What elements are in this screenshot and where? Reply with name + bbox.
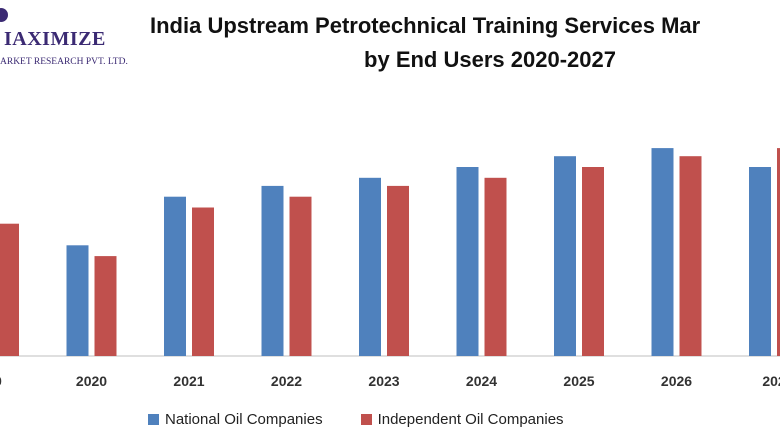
x-tick-label: 2024: [466, 373, 497, 389]
x-tick-label: 2023: [368, 373, 399, 389]
bar-independent-2023: [387, 185, 409, 356]
bar-independent-2024: [484, 177, 507, 356]
chart-title: India Upstream Petrotechnical Training S…: [150, 13, 701, 38]
bar-national-2025: [554, 156, 576, 356]
x-tick-label: 2025: [563, 373, 594, 389]
legend-swatch: [360, 413, 372, 425]
bar-national-2023: [359, 177, 381, 356]
logo-subtitle: ARKET RESEARCH PVT. LTD.: [0, 57, 128, 67]
bar-independent-2021: [192, 207, 214, 356]
legend-label: National Oil Companies: [165, 410, 323, 428]
bar-independent-2020: [94, 256, 117, 356]
bar-national-2021: [164, 196, 186, 356]
bar-national-2020: [66, 245, 89, 356]
bar-independent-202: [777, 148, 780, 356]
x-tick-label: 2021: [173, 373, 204, 389]
logo-name: IAXIMIZE: [4, 28, 106, 50]
bar-independent-19: [0, 223, 19, 356]
bar-independent-2025: [582, 167, 604, 356]
legend-item-national: National Oil Companies: [148, 411, 323, 428]
bar-national-2024: [456, 167, 479, 356]
x-tick-label: 2026: [661, 373, 692, 389]
chart-legend: National Oil Companies Independent Oil Co…: [148, 408, 602, 430]
x-tick-label: 19: [0, 373, 2, 389]
x-tick-label: 2020: [76, 373, 107, 389]
legend-swatch: [148, 413, 159, 425]
bar-national-2022: [261, 185, 284, 356]
x-tick-label: 202: [762, 373, 780, 389]
logo-mark-icon: [0, 8, 8, 22]
bar-independent-2026: [679, 156, 702, 356]
bar-independent-2022: [289, 196, 312, 356]
company-logo: IAXIMIZE ARKET RESEARCH PVT. LTD.: [0, 8, 135, 78]
x-tick-label: 2022: [271, 373, 302, 389]
chart-subtitle: by End Users 2020-2027: [364, 47, 616, 72]
bar-national-202: [749, 167, 771, 356]
legend-item-independent: Independent Oil Companies: [360, 410, 564, 428]
bar-national-2026: [651, 148, 674, 356]
legend-label: Independent Oil Companies: [377, 410, 564, 428]
